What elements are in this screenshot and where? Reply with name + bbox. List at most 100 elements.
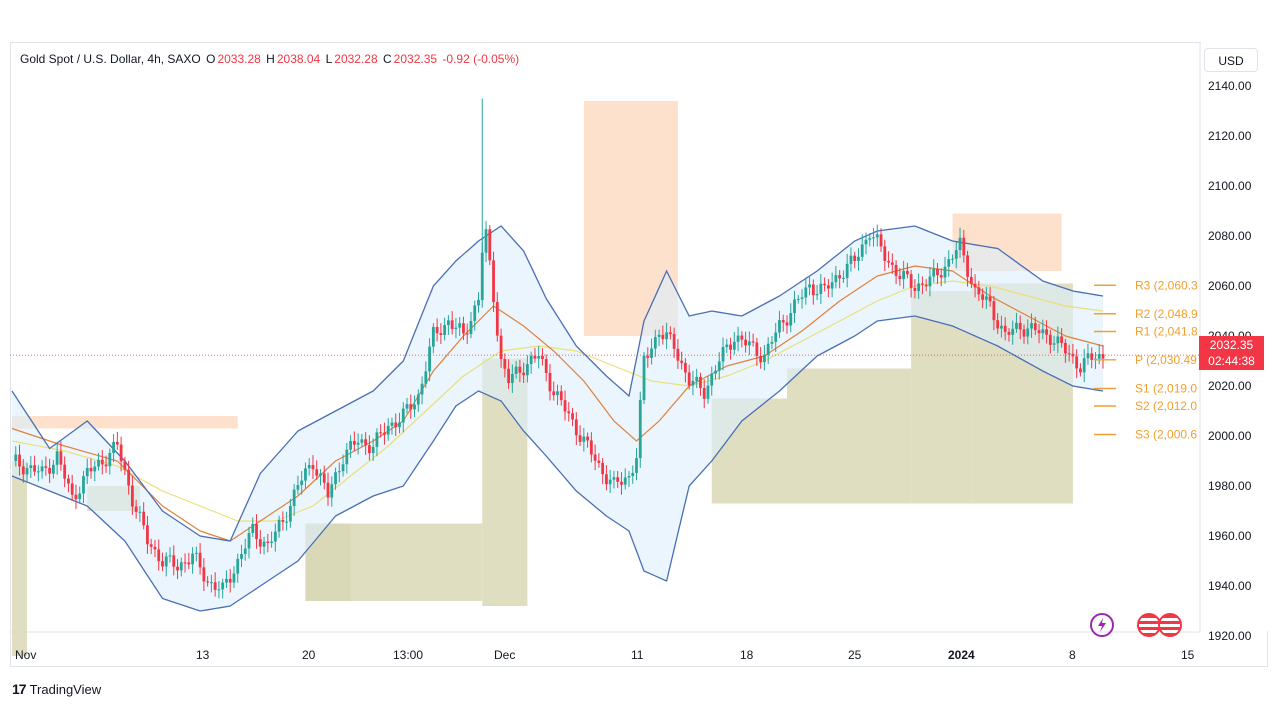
candle-body-180	[687, 372, 691, 386]
candle-body-155	[593, 454, 597, 461]
candle-body-111	[428, 346, 431, 372]
candle-body-10	[48, 467, 52, 474]
candle-body-77	[300, 480, 304, 486]
candle-body-152	[582, 436, 586, 442]
brand-name: TradingView	[29, 682, 102, 697]
candle-body-4	[25, 468, 29, 475]
candle-body-126	[484, 229, 488, 253]
candle-body-283	[1075, 356, 1079, 369]
bollinger-lower-line	[11, 315, 1104, 612]
candle-body-266	[1011, 328, 1015, 335]
candle-body-90	[349, 440, 352, 450]
candle-body-14	[63, 464, 67, 479]
tradingview-brand[interactable]: 17 TradingView	[12, 681, 101, 697]
candle-body-151	[578, 435, 582, 442]
candle-body-241	[917, 283, 921, 292]
candle-body-86	[334, 472, 337, 485]
candle-body-238	[905, 270, 909, 275]
price-chart[interactable]: R3 (2,060.3 R2 (2,048.9 R1 (2,041.8 P (2,03…	[10, 42, 1268, 667]
lightning-icon[interactable]	[1090, 613, 1114, 637]
candle-body-13	[59, 451, 63, 465]
candle-body-118	[454, 327, 458, 330]
candle-body-1	[14, 454, 18, 461]
us-flag-icon-2[interactable]	[1158, 613, 1182, 637]
candle-body-17	[74, 494, 78, 500]
candle-body-33	[134, 506, 138, 513]
candle-body-34	[138, 511, 142, 513]
candle-body-154	[589, 440, 593, 455]
candle-body-76	[296, 485, 300, 490]
candle-body-150	[574, 419, 578, 436]
candle-body-117	[450, 320, 454, 330]
candle-body-93	[360, 439, 364, 443]
candle-body-221	[842, 277, 845, 279]
candle-body-103	[398, 422, 401, 428]
candle-body-121	[465, 333, 469, 335]
candle-body-148	[567, 411, 571, 414]
open-key: O	[206, 52, 216, 66]
candle-body-243	[924, 284, 928, 287]
candle-body-193	[736, 335, 740, 342]
candle-body-272	[1033, 323, 1037, 331]
candle-body-190	[725, 344, 729, 347]
candle-body-203	[774, 332, 778, 342]
high-value: 2038.04	[276, 52, 321, 66]
candle-body-245	[932, 268, 936, 277]
x-tick-label-5: 11	[631, 648, 644, 662]
candle-body-32	[130, 485, 134, 507]
open-value: 2033.28	[217, 52, 261, 66]
candle-body-91	[352, 440, 356, 445]
y-tick-label-2: 2100.00	[1208, 179, 1252, 193]
demand-zone-3	[12, 461, 28, 656]
candle-body-265	[1007, 332, 1011, 335]
candle-body-225	[857, 256, 860, 261]
candle-body-287	[1090, 353, 1094, 360]
candle-body-23	[97, 459, 100, 467]
candle-body-7	[36, 471, 40, 473]
candle-body-6	[33, 465, 36, 472]
y-tick-label-11: 1920.00	[1208, 629, 1252, 643]
candle-body-129	[495, 302, 499, 336]
candle-body-98	[379, 432, 383, 434]
candle-body-196	[747, 341, 751, 346]
candle-body-53	[209, 582, 213, 584]
high-key: H	[266, 52, 275, 66]
candle-body-235	[894, 264, 898, 276]
candle-body-249	[947, 258, 951, 267]
candle-body-153	[586, 436, 589, 441]
candle-body-135	[518, 366, 522, 373]
candle-body-146	[559, 391, 563, 401]
candle-body-12	[55, 451, 59, 465]
candle-body-141	[541, 356, 544, 359]
currency-button[interactable]: USD	[1204, 48, 1258, 72]
candle-body-30	[123, 461, 127, 470]
candle-body-82	[319, 473, 322, 476]
candle-body-172	[657, 334, 661, 338]
candle-body-191	[729, 344, 732, 350]
candle-body-270	[1026, 328, 1030, 337]
candle-body-187	[714, 370, 717, 374]
symbol-title[interactable]: Gold Spot / U.S. Dollar, 4h, SAXO	[20, 52, 201, 66]
candle-body-231	[879, 234, 883, 247]
candle-body-130	[499, 335, 503, 360]
candle-body-162	[620, 481, 623, 485]
candle-body-127	[488, 229, 492, 261]
candle-body-67	[262, 541, 266, 547]
candle-body-124	[477, 299, 480, 306]
candle-body-116	[447, 320, 450, 326]
candle-body-60	[236, 558, 240, 574]
y-tick-label-1: 2120.00	[1208, 129, 1252, 143]
candle-body-131	[503, 359, 507, 369]
candle-body-16	[70, 483, 74, 495]
candle-body-51	[202, 567, 206, 582]
candle-body-256	[973, 283, 977, 288]
bollinger-upper-line	[11, 225, 1104, 542]
candle-body-202	[770, 341, 774, 344]
candle-body-264	[1003, 325, 1007, 333]
candle-body-27	[112, 441, 115, 453]
candle-body-223	[849, 255, 853, 264]
candle-body-156	[597, 460, 601, 463]
x-tick-label-9: 8	[1069, 648, 1076, 662]
y-tick-label-6: 2020.00	[1208, 379, 1252, 393]
candle-body-184	[702, 388, 706, 399]
